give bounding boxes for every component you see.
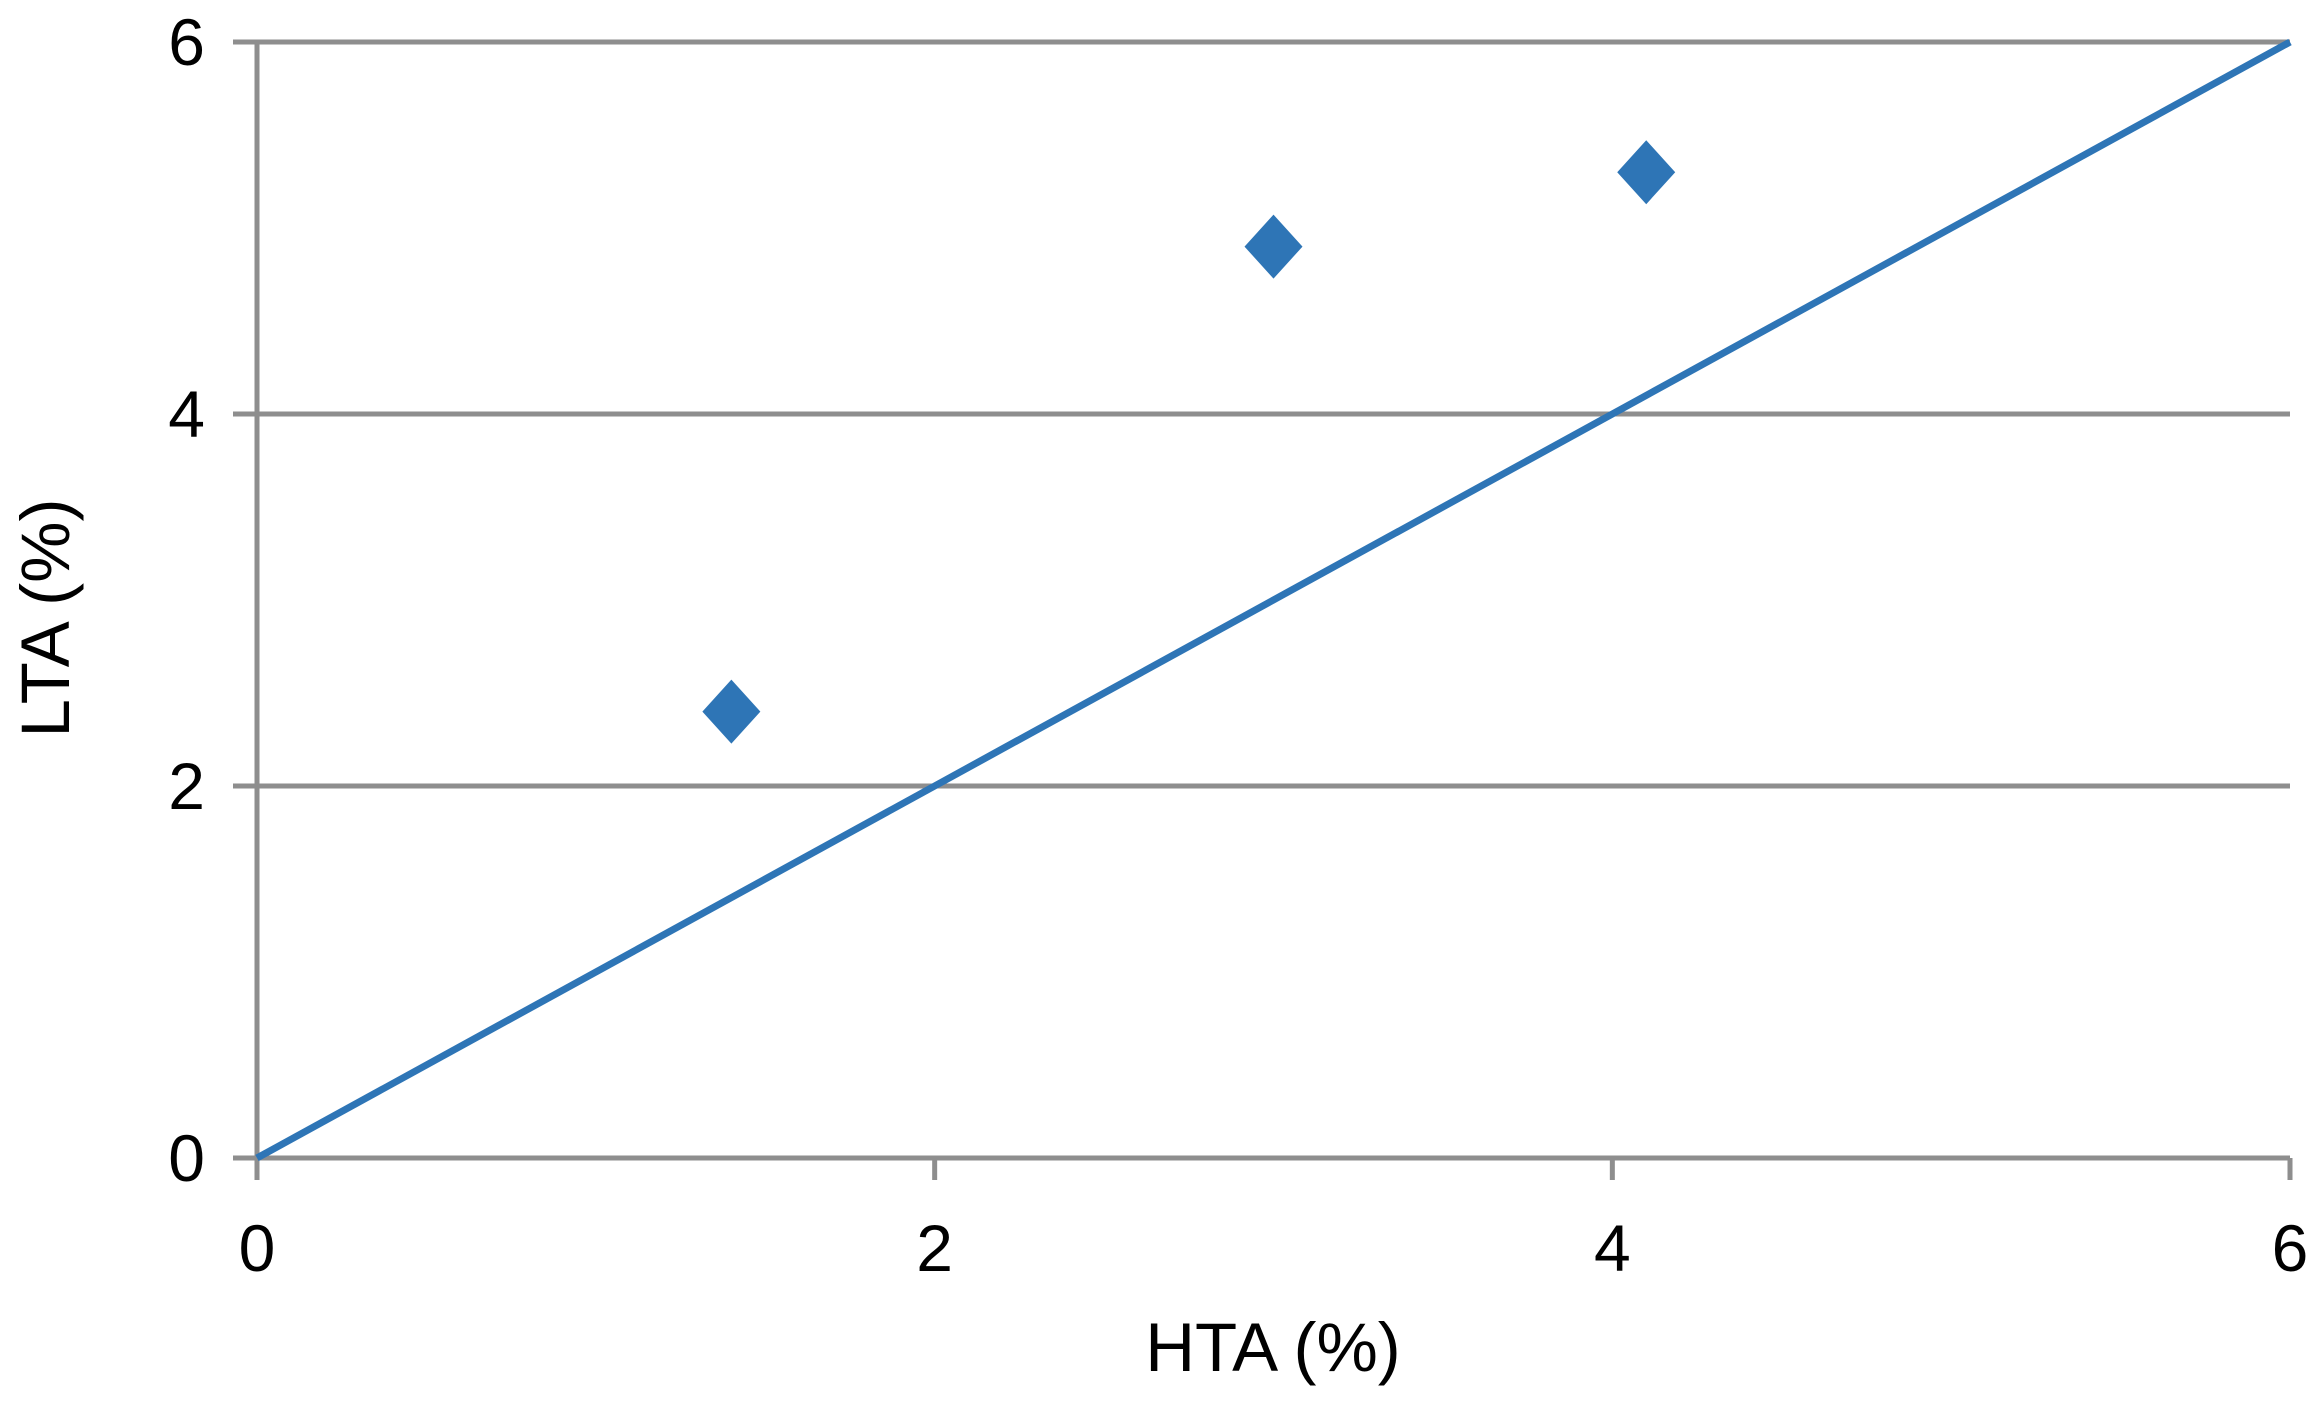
data-points-group: [702, 140, 1676, 744]
identity-line: [255, 38, 2292, 1162]
y-axis-title: LTA (%): [7, 499, 84, 738]
tick-labels: 0 2 4 6 0 2 4 6: [168, 5, 2308, 1285]
axes: [233, 42, 2290, 1180]
y-tick-label-4: 4: [168, 377, 205, 451]
x-axis-title: HTA (%): [1145, 1309, 1401, 1386]
gridlines: [233, 39, 2290, 789]
x-tick-label-0: 0: [239, 1211, 276, 1285]
y-tick-label-6: 6: [168, 5, 205, 79]
x-tick-label-2: 2: [916, 1211, 953, 1285]
y-tick-label-2: 2: [168, 749, 205, 823]
data-point-diamond: [702, 679, 761, 744]
data-point-diamond: [1617, 140, 1676, 205]
data-point-diamond: [1244, 214, 1303, 279]
y-tick-label-0: 0: [168, 1121, 205, 1195]
x-tick-label-4: 4: [1594, 1211, 1631, 1285]
x-tick-label-6: 6: [2272, 1211, 2309, 1285]
identity-line-group: [255, 38, 2292, 1162]
tick-marks: [932, 1158, 2293, 1180]
